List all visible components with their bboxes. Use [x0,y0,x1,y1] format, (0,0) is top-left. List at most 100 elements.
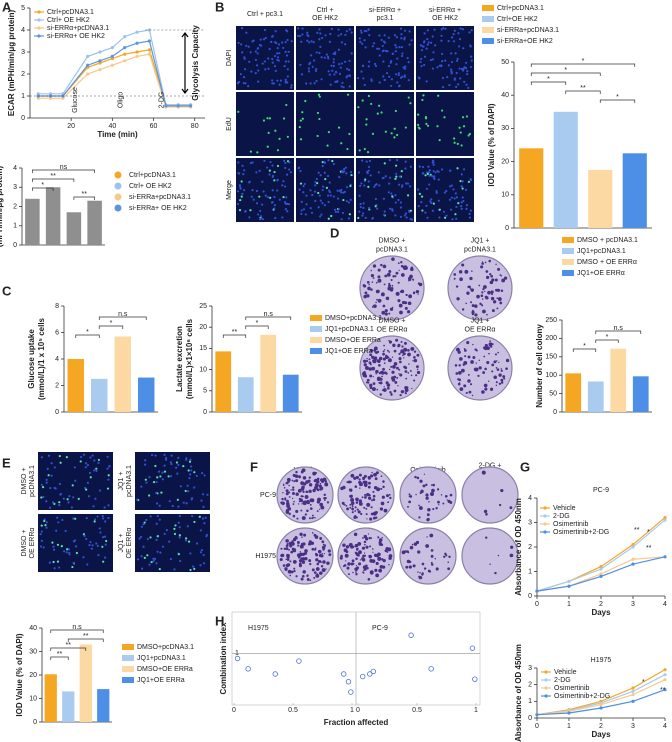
colony [367,475,371,479]
colony [345,505,348,507]
cell [96,544,99,547]
colony [323,497,326,500]
colony [290,489,292,491]
cell [315,177,318,181]
cell [279,79,283,82]
cell [140,485,143,488]
colony [288,496,291,498]
colony [363,294,367,299]
colony [358,473,362,477]
colony [402,390,405,393]
cell [62,497,65,500]
y-axis-label: Combination index [219,622,228,695]
cell [168,540,171,543]
cell [320,78,323,81]
colony [411,387,413,390]
y-tick-label: 1 [528,568,532,575]
cell [140,555,143,558]
cell [84,462,88,465]
cell [255,189,259,193]
x-tick-label: 20 [67,123,75,130]
cell [282,196,285,199]
legend-swatch [562,259,574,265]
cell [345,172,348,175]
y-tick-label: 3 [528,519,532,526]
data-point [663,688,667,692]
cell [395,172,398,175]
colony [397,262,400,265]
cell [244,210,247,213]
colony [419,506,423,510]
cell [310,54,313,57]
colony [369,383,373,388]
cell [146,554,149,557]
cell [457,45,461,48]
colony [372,359,377,364]
significance-label: * [564,67,567,74]
x-tick-label: 40 [108,123,116,130]
cell [152,559,155,562]
colony [377,268,381,272]
cell [153,557,157,560]
cell [152,557,155,560]
colony [423,473,426,475]
cell [300,212,303,215]
cell [388,75,391,78]
colony [484,261,487,264]
legend-swatch [310,348,322,354]
colony [289,544,293,548]
chart-title: PC-9 [372,625,388,632]
colony [347,562,351,566]
cell [399,27,403,30]
cell [256,213,260,216]
colony [342,485,346,490]
x-axis-label: Days [591,730,611,739]
y-tick-label: 3 [528,665,532,672]
data-point [599,565,603,569]
cell [238,184,241,187]
cell [394,50,397,53]
cell [332,58,335,61]
cell [461,187,464,190]
cell [319,45,322,48]
cell [185,458,188,461]
cell [53,466,56,469]
image-col-label: OE HK2 [312,15,338,22]
plate [447,255,513,321]
colony [382,502,384,505]
colony [400,261,403,264]
data-point [147,48,152,52]
colony [434,558,436,560]
cell [270,40,273,43]
colony [355,548,359,551]
cell [48,561,51,564]
cell [344,166,348,169]
colony [395,291,400,296]
cell [390,84,393,88]
cell [454,213,457,216]
cell [268,169,271,172]
cell [59,492,63,496]
cell [382,60,385,63]
cell [142,523,145,526]
cell [262,119,266,122]
cell [243,188,246,192]
cell [311,193,314,197]
cell [305,194,308,197]
colony [321,552,323,555]
x-tick-label: 2 [599,723,603,730]
cell [387,191,390,194]
data-point [36,96,40,100]
cell [284,41,287,44]
cell [394,194,397,197]
cell [423,55,427,58]
x-tick-label: 1 [567,601,571,608]
colony [359,559,362,561]
legend-swatch [543,514,547,518]
cell [95,542,98,545]
cell [285,29,288,32]
cell [307,70,311,73]
cell [278,52,281,55]
cell [186,525,189,528]
colony [499,274,502,276]
